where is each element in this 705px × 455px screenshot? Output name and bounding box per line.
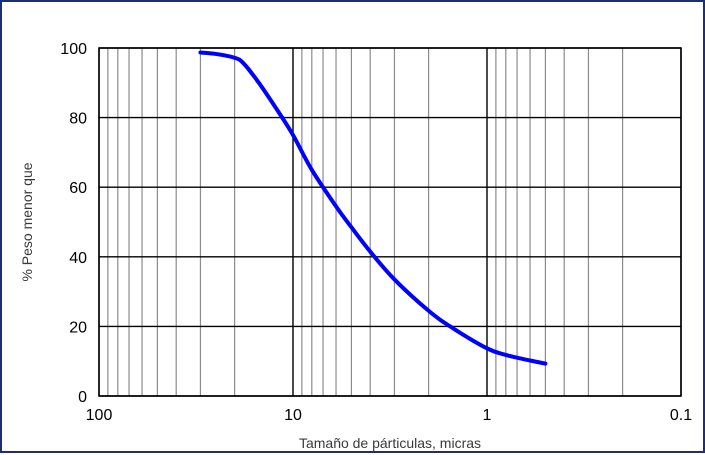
y-tick-label: 80 (69, 111, 87, 128)
y-tick-label: 20 (69, 319, 87, 336)
x-axis-title: Tamaño de párticulas, micras (299, 435, 481, 451)
x-tick-label: 0.1 (670, 407, 692, 424)
y-tick-label: 60 (69, 180, 87, 197)
tick-labels: 100 10 1 0.1 0 20 40 60 80 100 (60, 41, 692, 424)
y-axis-title: % Peso menor que (19, 162, 35, 281)
x-tick-label: 100 (86, 407, 113, 424)
x-tick-label: 10 (284, 407, 302, 424)
y-tick-label: 0 (78, 389, 87, 406)
plot-area-border (99, 48, 681, 396)
series-layer (200, 53, 545, 364)
y-tick-label: 40 (69, 250, 87, 267)
major-gridlines (99, 48, 681, 396)
minor-gridlines (108, 48, 623, 396)
x-tick-label: 1 (483, 407, 492, 424)
series-line (200, 53, 545, 364)
y-tick-label: 100 (60, 41, 87, 58)
